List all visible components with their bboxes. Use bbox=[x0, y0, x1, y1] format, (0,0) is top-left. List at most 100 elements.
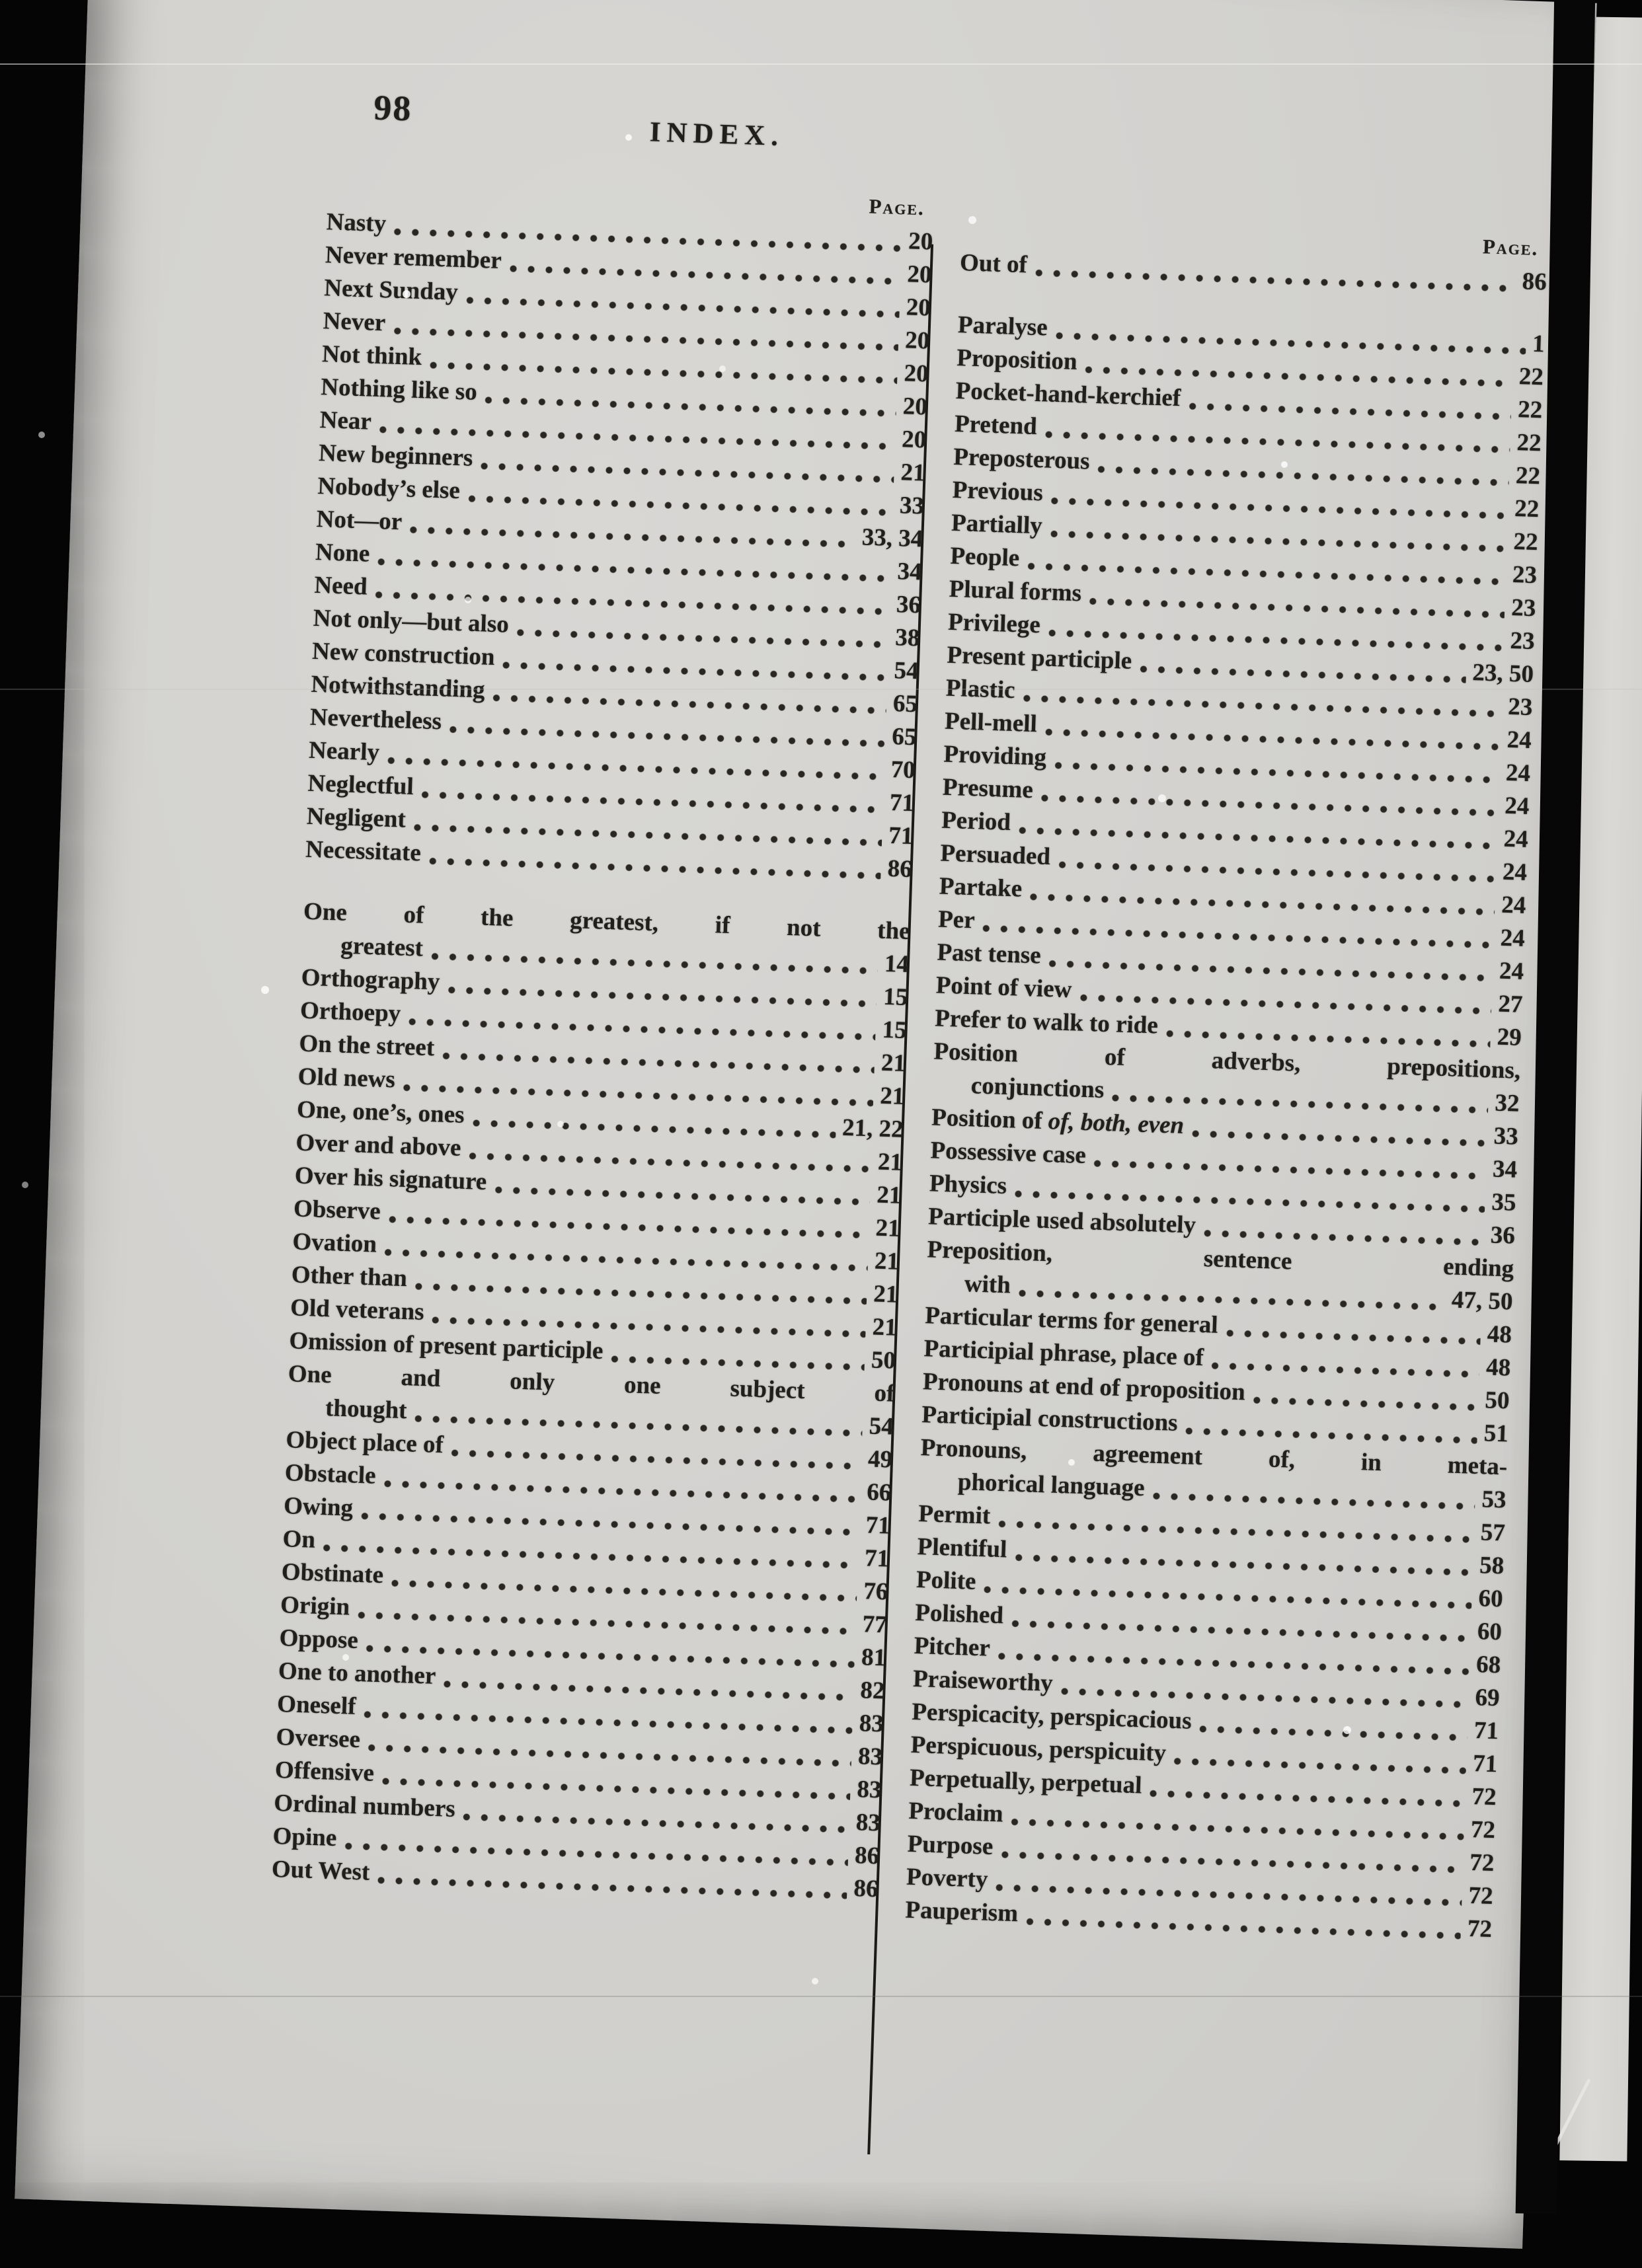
entry-text: Presume bbox=[942, 773, 1034, 804]
entry-text: Orthography bbox=[301, 964, 441, 996]
entry-text: Other than bbox=[291, 1261, 408, 1293]
entry-page-number: 68 bbox=[1475, 1651, 1501, 1679]
entry-text: Opine bbox=[272, 1822, 337, 1852]
entry-text: Pretend bbox=[954, 410, 1038, 441]
dot-leader bbox=[610, 1347, 865, 1372]
index-column-left: Page. Nasty 20 Never remember 20 Next Sunday… bbox=[271, 171, 935, 1906]
entry-text: greatest bbox=[340, 932, 424, 962]
entry-page-number: 24 bbox=[1506, 726, 1532, 755]
entry-text: with bbox=[964, 1270, 1011, 1299]
entry-page-number: 47, 50 bbox=[1451, 1286, 1514, 1316]
entry-text: Polite bbox=[916, 1566, 977, 1595]
entry-page-number: 22 bbox=[1518, 363, 1544, 391]
entry-page-number: 50 bbox=[871, 1346, 896, 1375]
entry-text: Privilege bbox=[947, 608, 1041, 639]
entry-text: Poverty bbox=[906, 1863, 989, 1893]
entry-page-number: 81 bbox=[861, 1644, 886, 1672]
entry-text: Next Sunday bbox=[323, 274, 459, 306]
entry-text: Position of bbox=[931, 1104, 1043, 1135]
entry-page-number: 21 bbox=[873, 1280, 899, 1308]
entry-text: Plastic bbox=[945, 674, 1016, 704]
entry-text: Never bbox=[323, 307, 386, 337]
index-title: INDEX. bbox=[649, 116, 785, 153]
entry-page-number: 69 bbox=[1474, 1684, 1501, 1712]
entry-page-number: 65 bbox=[891, 723, 918, 751]
entry-page-number: 21 bbox=[876, 1181, 902, 1209]
entry-page-number: 21 bbox=[872, 1313, 898, 1342]
entry-page-number: 24 bbox=[1500, 924, 1526, 952]
dot-leader bbox=[377, 1868, 847, 1900]
index-column-right: Page. Out of 86 Paralyse 1 Proposition 22 Pock… bbox=[905, 212, 1549, 1946]
entry-page-number: 21 bbox=[875, 1214, 901, 1242]
entry-text: Proclaim bbox=[908, 1797, 1004, 1828]
entry-text: Nasty bbox=[326, 208, 387, 238]
entry-page-number: 86 bbox=[853, 1875, 879, 1903]
entry-page-number: 72 bbox=[1469, 1848, 1495, 1877]
entry-page-number: 65 bbox=[892, 690, 918, 718]
entry-page-number: 70 bbox=[890, 756, 916, 784]
entry-page-number: 72 bbox=[1467, 1914, 1493, 1944]
entry-page-number: 50 bbox=[1484, 1386, 1510, 1415]
entry-page-number: 33 bbox=[1493, 1122, 1519, 1151]
entry-text: Nearly bbox=[308, 736, 380, 767]
entry-page-number: 82 bbox=[859, 1677, 886, 1705]
entry-text: Past tense bbox=[936, 938, 1042, 969]
entry-page-number: 71 bbox=[864, 1544, 890, 1573]
dot-leader bbox=[1035, 260, 1516, 293]
entry-text: One, one’s, ones bbox=[296, 1096, 465, 1129]
entry-page-number: 21, 22 bbox=[841, 1114, 904, 1143]
entry-page-number: 20 bbox=[906, 260, 933, 289]
entry-text: Owing bbox=[283, 1492, 354, 1522]
entry-page-number: 54 bbox=[893, 657, 919, 685]
entry-text: One to another bbox=[278, 1657, 436, 1690]
dot-leader bbox=[1025, 1909, 1462, 1940]
entry-page-number: 23 bbox=[1512, 561, 1538, 589]
entry-page-number: 32 bbox=[1494, 1089, 1520, 1117]
dot-leader bbox=[1199, 1717, 1468, 1742]
entry-text: Possessive case bbox=[929, 1137, 1087, 1170]
entry-page-number: 29 bbox=[1497, 1023, 1522, 1051]
entry-page-number: 24 bbox=[1501, 891, 1527, 919]
entry-page-number: 21 bbox=[900, 459, 926, 487]
entry-page-number: 86 bbox=[854, 1842, 880, 1870]
entry-text: Need bbox=[313, 571, 368, 601]
dot-leader bbox=[1211, 1353, 1480, 1379]
entry-text: Polished bbox=[914, 1599, 1004, 1630]
entry-page-number: 24 bbox=[1503, 825, 1529, 854]
entry-page-number: 22 bbox=[1516, 429, 1542, 457]
entry-page-number: 71 bbox=[1472, 1750, 1498, 1778]
entry-page-number: 60 bbox=[1477, 1618, 1503, 1646]
index-entry-group: Nasty 20 Never remember 20 Next Sunday 20 Neve… bbox=[305, 206, 933, 886]
entry-page-number: 20 bbox=[903, 359, 929, 388]
entry-page-number: 20 bbox=[902, 393, 928, 421]
entry-text: Paralyse bbox=[957, 311, 1048, 342]
entry-text: On the street bbox=[298, 1030, 435, 1062]
entry-text: New construction bbox=[311, 637, 496, 671]
entry-text: Preposterous bbox=[953, 443, 1091, 475]
entry-text: Nothing like so bbox=[320, 373, 478, 406]
entry-page-number: 33, 34 bbox=[861, 523, 923, 553]
entry-page-number: 22 bbox=[1512, 528, 1539, 556]
entry-page-number: 1 bbox=[1532, 330, 1545, 358]
index-groups-left: Nasty 20 Never remember 20 Next Sunday 20 Neve… bbox=[271, 206, 933, 1906]
entry-page-number: 76 bbox=[863, 1577, 889, 1606]
entry-text: Previous bbox=[952, 476, 1044, 507]
entry-text: Present participle bbox=[946, 641, 1132, 675]
index-entry-group: Paralyse 1 Proposition 22 Pocket-hand-kerchi… bbox=[905, 309, 1545, 1946]
entry-page-number: 27 bbox=[1497, 990, 1524, 1018]
entry-page-number: 20 bbox=[906, 293, 931, 322]
entry-page-number: 36 bbox=[1490, 1221, 1516, 1250]
entry-page-number: 53 bbox=[1481, 1486, 1507, 1514]
entry-page-number: 14 bbox=[884, 950, 910, 979]
entry-text: Ordinal numbers bbox=[273, 1789, 456, 1823]
entry-text: Purpose bbox=[907, 1830, 994, 1860]
entry-text: conjunctions bbox=[970, 1072, 1105, 1104]
entry-text: Providing bbox=[943, 740, 1047, 771]
entry-text: Orthoepy bbox=[299, 997, 401, 1028]
entry-text: Not think bbox=[321, 340, 422, 371]
entry-page-number: 21 bbox=[874, 1247, 900, 1275]
entry-text: Object place of bbox=[285, 1426, 444, 1459]
entry-text: Nevertheless bbox=[309, 703, 442, 736]
entry-page-number: 24 bbox=[1504, 792, 1530, 821]
